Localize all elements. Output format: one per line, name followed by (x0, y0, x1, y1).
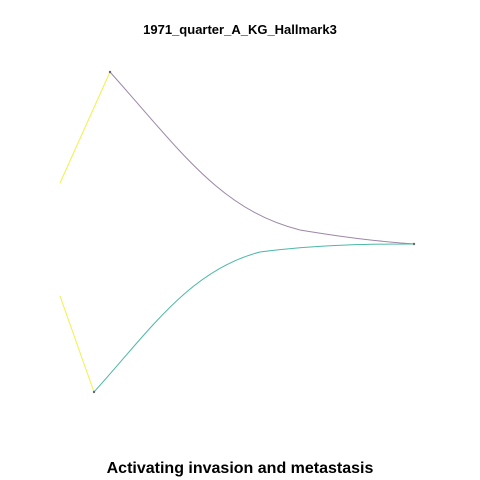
lower-node (92, 390, 96, 394)
upper-yellow-segment (59, 71, 111, 184)
lower-curve (93, 243, 415, 393)
diagram-title: 1971_quarter_A_KG_Hallmark3 (143, 22, 337, 37)
upper-node (108, 70, 112, 74)
upper-curve (109, 71, 415, 245)
right-node (412, 242, 416, 246)
lower-yellow-segment (59, 295, 95, 393)
diagram-caption: Activating invasion and metastasis (106, 460, 374, 477)
